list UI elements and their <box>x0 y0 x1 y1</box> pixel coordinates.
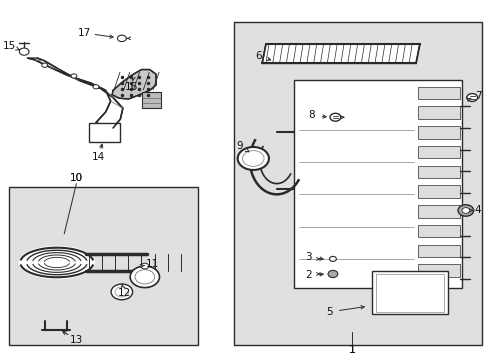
Bar <box>143 92 161 108</box>
Circle shape <box>111 284 133 300</box>
Bar <box>376 274 444 312</box>
Bar <box>372 271 448 315</box>
Circle shape <box>330 113 341 121</box>
Circle shape <box>238 147 269 170</box>
Text: 16: 16 <box>125 82 138 92</box>
Bar <box>89 123 121 142</box>
Circle shape <box>93 85 99 89</box>
Polygon shape <box>112 69 156 99</box>
Bar <box>294 80 463 288</box>
Circle shape <box>130 266 159 288</box>
Polygon shape <box>19 246 95 279</box>
Circle shape <box>328 270 338 278</box>
Bar <box>418 126 460 139</box>
Bar <box>418 146 460 158</box>
Text: 4: 4 <box>475 206 481 216</box>
Text: 1: 1 <box>349 345 356 355</box>
Text: 10: 10 <box>70 173 83 183</box>
Circle shape <box>141 263 149 269</box>
Circle shape <box>118 35 126 41</box>
Text: 2: 2 <box>305 270 312 280</box>
Text: 7: 7 <box>475 91 481 101</box>
Text: 15: 15 <box>3 41 16 50</box>
Text: 10: 10 <box>70 173 83 183</box>
Polygon shape <box>27 58 123 128</box>
Bar <box>418 87 460 99</box>
Bar <box>418 225 460 237</box>
Bar <box>418 264 460 277</box>
Bar <box>9 187 197 345</box>
Polygon shape <box>262 44 420 63</box>
Bar <box>418 244 460 257</box>
Circle shape <box>458 205 474 216</box>
Circle shape <box>115 287 129 297</box>
Circle shape <box>42 63 48 67</box>
Circle shape <box>135 270 155 284</box>
Text: 6: 6 <box>255 51 262 61</box>
Text: 1: 1 <box>349 345 356 355</box>
Text: 11: 11 <box>146 259 159 269</box>
Text: 14: 14 <box>92 152 105 162</box>
Text: 3: 3 <box>305 252 312 262</box>
Bar <box>418 185 460 198</box>
Circle shape <box>243 150 264 166</box>
Text: 8: 8 <box>309 111 315 121</box>
Bar <box>418 107 460 119</box>
Circle shape <box>462 208 470 213</box>
Text: 13: 13 <box>70 334 83 345</box>
Bar <box>418 205 460 218</box>
Circle shape <box>19 48 29 55</box>
Circle shape <box>330 256 336 261</box>
Text: 5: 5 <box>326 307 332 317</box>
Text: 9: 9 <box>237 141 244 151</box>
Circle shape <box>467 94 478 102</box>
Bar <box>234 22 483 345</box>
Circle shape <box>71 74 77 78</box>
Text: 17: 17 <box>78 28 91 38</box>
Text: 12: 12 <box>118 288 131 298</box>
Bar <box>418 166 460 178</box>
